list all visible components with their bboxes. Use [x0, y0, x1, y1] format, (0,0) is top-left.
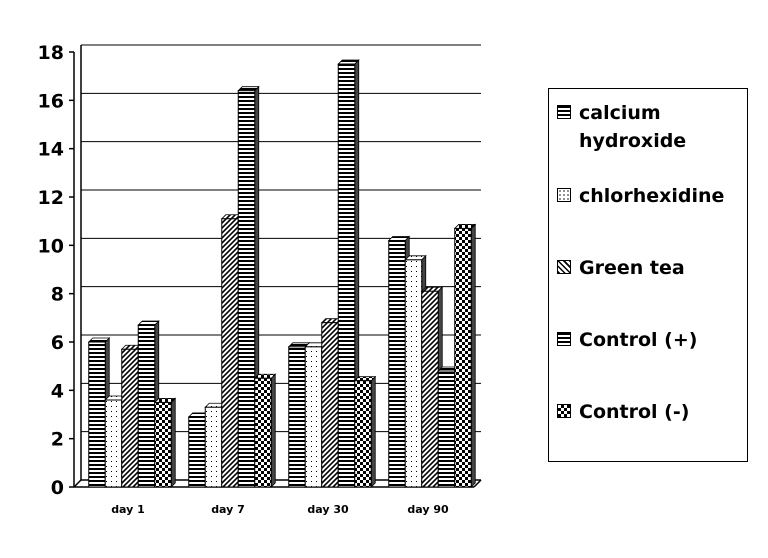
legend-item: calcium hydroxide: [557, 99, 749, 155]
bar: [153, 397, 177, 488]
y-tick-label: 8: [51, 284, 64, 306]
legend-label: Control (+): [579, 329, 698, 351]
legend: calcium hydroxide chlorhexidine Green tea C…: [548, 88, 748, 462]
bar: [353, 375, 377, 488]
bars: [87, 59, 477, 488]
legend-label: Control (-): [579, 401, 690, 423]
legend-swatch: [557, 260, 571, 274]
legend-label: chlorhexidine: [579, 185, 725, 207]
y-tick-label: 6: [51, 332, 64, 354]
y-tick-label: 16: [38, 90, 64, 112]
y-tick-label: 4: [51, 380, 64, 402]
legend-swatch: [557, 105, 571, 119]
axis-line: [73, 479, 82, 488]
y-tick-label: 2: [51, 429, 64, 451]
bar: [253, 373, 277, 488]
legend-item: Control (-): [557, 398, 749, 426]
legend-label: Green tea: [579, 257, 685, 279]
x-tick-label: day 7: [211, 503, 245, 516]
x-tick-label: day 30: [307, 503, 349, 516]
legend-swatch: [557, 332, 571, 346]
legend-swatch: [557, 188, 571, 202]
legend-swatch: [557, 404, 571, 418]
legend-label: calcium hydroxide: [579, 102, 687, 152]
legend-item: Green tea: [557, 254, 749, 282]
y-tick-label: 0: [51, 477, 64, 499]
x-tick-label: day 90: [407, 503, 449, 516]
bar: [453, 223, 477, 488]
legend-item: chlorhexidine: [557, 182, 749, 210]
y-tick-label: 10: [38, 235, 64, 257]
axis-labels: 0 2 4 6 8 10 12 14 16 18 day 1 day 7 day 30 day 90: [38, 42, 449, 516]
y-tick-label: 18: [38, 42, 64, 64]
x-tick-label: day 1: [111, 503, 145, 516]
y-tick-label: 12: [38, 187, 64, 209]
axis-line: [473, 479, 482, 488]
y-tick-label: 14: [38, 139, 64, 161]
legend-item: Control (+): [557, 326, 749, 354]
